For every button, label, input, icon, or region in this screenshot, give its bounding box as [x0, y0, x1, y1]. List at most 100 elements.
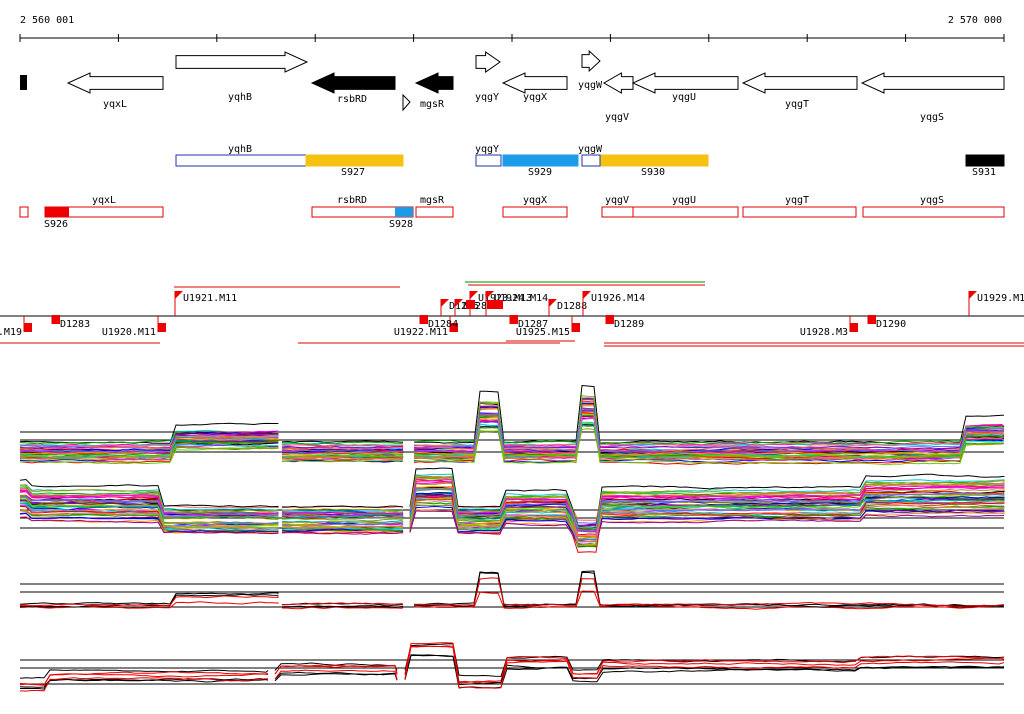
gene-arrow — [175, 51, 309, 73]
label: yqgW — [578, 80, 603, 91]
expression-trace — [413, 409, 1005, 449]
expression-trace — [281, 446, 404, 450]
label: mgsR — [420, 99, 445, 110]
label: D1285 — [449, 301, 479, 312]
expression-trace — [19, 498, 279, 528]
expression-trace — [413, 415, 1005, 447]
expression-trace — [404, 645, 1005, 684]
label: yqhB — [228, 144, 252, 155]
label: U1928.M3 — [800, 327, 848, 338]
unit-flag — [510, 315, 518, 324]
expression-trace — [281, 531, 404, 535]
unit-flag — [24, 323, 32, 332]
operon-box — [19, 206, 29, 218]
expression-trace — [19, 505, 279, 527]
label: yqgS — [920, 195, 944, 206]
expression-trace — [281, 520, 404, 524]
expression-trace — [19, 486, 279, 515]
expression-trace — [404, 642, 1005, 683]
expression-trace — [19, 502, 279, 519]
label: D1284 — [428, 319, 458, 330]
label: yqhB — [228, 92, 252, 103]
label: U1929.M11 — [977, 293, 1024, 304]
expression-trace — [409, 504, 1005, 548]
label: S930 — [641, 167, 665, 178]
label: yqxL — [92, 195, 116, 206]
gene-arrow — [860, 72, 1005, 94]
expression-trace — [20, 593, 279, 608]
expression-trace — [19, 491, 279, 518]
label: U1925.M15 — [516, 327, 570, 338]
label: S928 — [389, 219, 413, 230]
unit-flag — [441, 299, 449, 307]
label: U1923.M13 — [478, 293, 532, 304]
expression-trace — [409, 500, 1005, 543]
unit-flag — [486, 291, 494, 299]
expression-trace — [409, 505, 1005, 545]
expression-trace — [281, 459, 404, 463]
segment — [305, 154, 404, 167]
expression-trace — [413, 577, 1005, 607]
label: S929 — [528, 167, 552, 178]
label: yqgW — [578, 144, 603, 155]
expression-trace — [413, 416, 1004, 452]
unit-flag — [52, 315, 60, 324]
label: yqgT — [785, 195, 809, 206]
unit-flag — [606, 315, 614, 324]
expression-trace — [409, 467, 1005, 529]
expression-trace — [281, 505, 404, 508]
unit-flag — [868, 315, 876, 324]
expression-trace — [413, 403, 1005, 465]
expression-trace — [19, 478, 279, 508]
segment — [175, 154, 307, 167]
expression-trace — [404, 654, 1005, 686]
unit-flag — [455, 299, 463, 307]
operon-fill — [45, 207, 69, 217]
operon-box — [502, 206, 568, 218]
expression-trace — [19, 436, 279, 453]
expression-trace — [19, 434, 279, 458]
label: mgsR — [420, 195, 445, 206]
gene-arrow — [741, 72, 858, 94]
label: S931 — [972, 167, 996, 178]
unit-flag — [850, 323, 858, 332]
expression-trace — [274, 664, 398, 675]
expression-trace — [413, 415, 1005, 444]
gene-arrow — [581, 49, 601, 73]
expression-trace — [413, 571, 1005, 607]
expression-trace — [281, 516, 403, 520]
expression-trace — [413, 408, 1005, 454]
label: D1286 — [463, 301, 493, 312]
unit-flag — [572, 323, 580, 332]
unit-flag — [470, 291, 478, 299]
expression-trace — [404, 645, 1005, 689]
expression-trace — [281, 456, 404, 460]
expression-trace — [19, 678, 269, 688]
expression-trace — [274, 671, 398, 680]
segment — [502, 154, 579, 167]
unit-flag — [494, 300, 503, 309]
unit-flag — [969, 291, 977, 299]
label: rsbRD — [337, 195, 367, 206]
expression-trace — [409, 482, 1005, 543]
expression-trace — [409, 474, 1005, 530]
label: yqxL — [103, 99, 127, 110]
label: D1288 — [557, 301, 587, 312]
expression-trace — [281, 525, 404, 529]
expression-trace — [409, 473, 1005, 529]
label: D1289 — [614, 319, 644, 330]
label: yqgX — [523, 195, 547, 206]
expression-trace — [19, 437, 279, 455]
label: D1287 — [518, 319, 548, 330]
label: yqgU — [672, 92, 696, 103]
expression-trace — [281, 512, 404, 515]
unit-flag — [466, 300, 475, 309]
operon-box — [632, 206, 739, 218]
label: D1283 — [60, 319, 90, 330]
expression-trace — [19, 495, 279, 517]
unit-flag — [487, 300, 496, 309]
expression-trace — [19, 601, 279, 609]
expression-trace — [19, 669, 269, 679]
expression-trace — [20, 484, 279, 513]
